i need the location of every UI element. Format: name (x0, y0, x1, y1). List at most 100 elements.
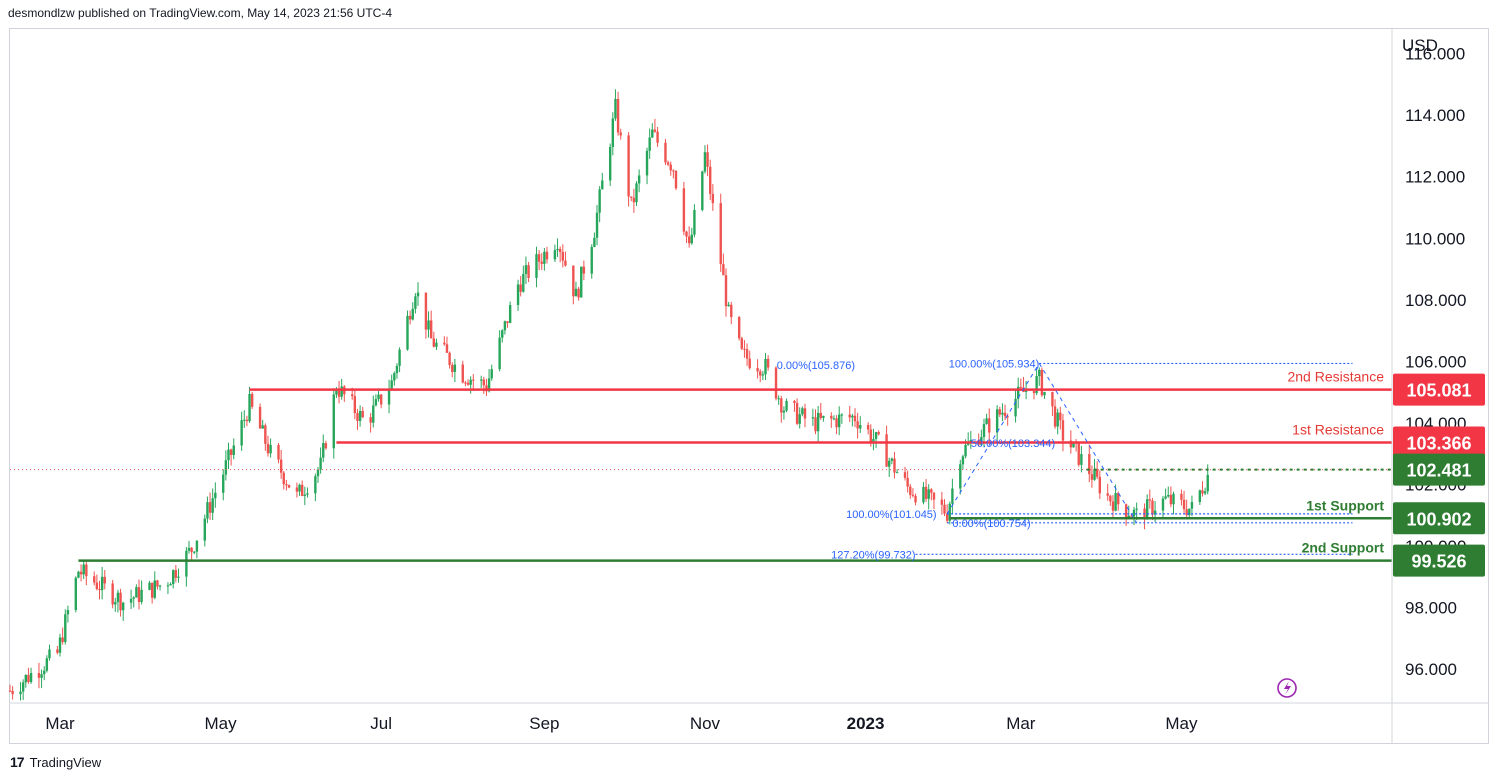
candle-body (187, 547, 191, 551)
candle-body (648, 137, 651, 151)
candle-body (1059, 412, 1062, 421)
fib-level-label: 100.00%(105.934) (949, 358, 1040, 370)
candle-body (208, 502, 212, 513)
candle-body (66, 609, 70, 615)
candle-body (79, 571, 83, 575)
candle-body (195, 540, 199, 552)
candle-body (1188, 508, 1191, 516)
time-axis[interactable]: Mar May Jul Sep Nov 2023 Mar May (10, 702, 1488, 733)
candle-body (537, 254, 541, 262)
resistance-price-badge-text: 103.366 (1406, 433, 1471, 453)
candle-body (1111, 501, 1115, 511)
candle-body (324, 443, 328, 449)
candle-body (930, 489, 933, 493)
candle-body (335, 390, 338, 395)
candle-body (287, 484, 291, 488)
candle-body (390, 380, 393, 391)
candle-body (279, 459, 283, 473)
candle-body (988, 418, 991, 433)
candle-body (387, 390, 391, 405)
candle-body (1164, 496, 1167, 499)
candle-body (814, 417, 817, 432)
candle-body (793, 400, 796, 403)
candle-body (1077, 443, 1080, 465)
candle-body (166, 585, 170, 587)
candle-body (888, 460, 891, 467)
candle-body (516, 284, 520, 305)
candle-body (1198, 490, 1202, 503)
candle-body (911, 494, 915, 496)
candle-body (322, 443, 325, 458)
candle-body (148, 582, 151, 590)
x-tick-label: Mar (45, 714, 75, 733)
fib-trend-line[interactable] (946, 363, 1040, 515)
candle-body (656, 131, 659, 143)
candle-body (82, 564, 85, 575)
candle-body (682, 188, 686, 232)
fib-level-label: 100.00%(101.045) (846, 509, 937, 521)
candle-body (150, 582, 154, 598)
candle-body (372, 405, 375, 423)
candle-body (985, 418, 988, 424)
candle-body (479, 379, 483, 381)
resistance-level-label: 1st Resistance (1292, 421, 1384, 437)
tradingview-brand: TradingView (29, 754, 102, 770)
candle-body (135, 587, 138, 598)
candle-body (177, 576, 180, 578)
publish-info: desmondlzw published on TradingView.com,… (8, 6, 392, 20)
y-tick-label: 98.000 (1405, 599, 1457, 618)
candle-body (1190, 502, 1194, 509)
price-badges: 105.081 103.366 100.902 99.526 102.481 (1393, 373, 1485, 577)
candle-body (1180, 493, 1183, 500)
fib-trend-line[interactable] (1038, 363, 1138, 524)
candle-body (1135, 508, 1138, 510)
candle-body (85, 564, 88, 577)
candle-body (761, 374, 765, 376)
candle-body (756, 368, 759, 372)
candle-body (487, 378, 491, 392)
candle-body (782, 410, 786, 413)
candle-body (803, 408, 807, 419)
candle-body (1203, 491, 1207, 494)
candle-body (764, 358, 767, 375)
candle-body (427, 320, 430, 330)
y-tick-label: 108.000 (1405, 291, 1466, 310)
candle-body (332, 394, 335, 449)
candle-body (1130, 515, 1133, 517)
candle-body (443, 342, 446, 345)
candle-body (469, 379, 472, 385)
candle-body (914, 495, 917, 503)
candle-body (1093, 469, 1096, 480)
candle-body (416, 292, 420, 297)
candle-body (8, 690, 12, 692)
candle-body (943, 504, 946, 514)
candle-body (424, 292, 428, 330)
candle-body (838, 414, 841, 428)
candle-body (1043, 391, 1046, 396)
candle-body (830, 415, 833, 419)
resistance-price-badge (1393, 373, 1485, 406)
candle-body (666, 162, 670, 165)
candle-body (748, 358, 751, 369)
candle-body (11, 690, 14, 695)
candle-body (774, 367, 778, 399)
fib-level-label: 50.00%(103.344) (971, 438, 1055, 450)
candle-body (482, 379, 486, 386)
candle-body (524, 265, 528, 274)
x-tick-label: May (1165, 714, 1198, 733)
candle-body (840, 414, 844, 416)
candle-body (1006, 416, 1009, 418)
candle-body (1019, 386, 1023, 388)
candle-body (553, 250, 557, 260)
candle-body (451, 365, 454, 372)
candle-body (1035, 376, 1038, 394)
candle-body (77, 571, 80, 578)
candle-body (637, 175, 641, 184)
candle-body (711, 193, 715, 204)
candle-body (1001, 412, 1004, 415)
candle-body (64, 614, 67, 643)
candle-body (709, 166, 712, 194)
candle-body (1069, 440, 1073, 448)
alert-icon[interactable] (1277, 678, 1297, 698)
